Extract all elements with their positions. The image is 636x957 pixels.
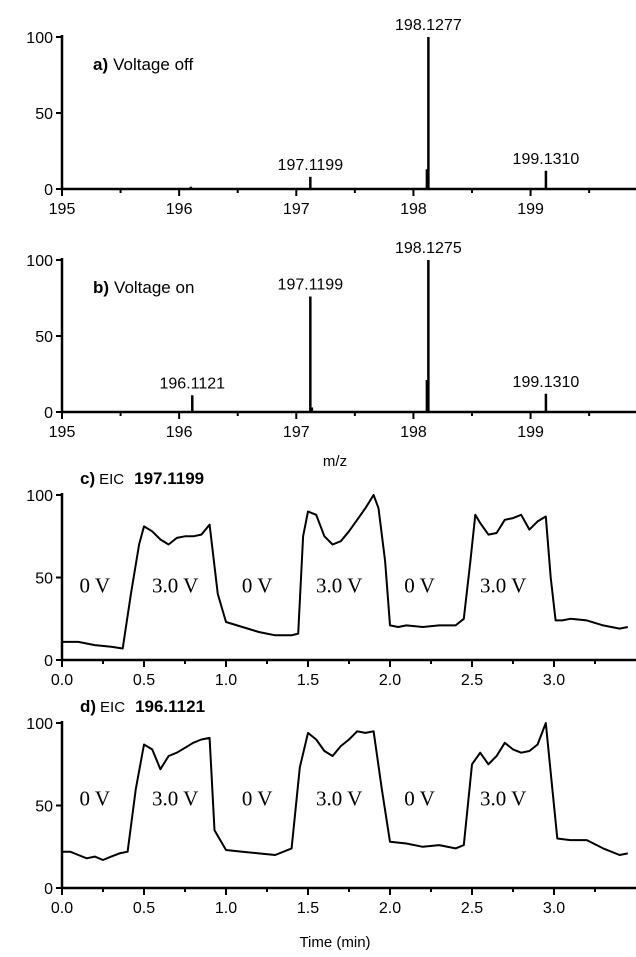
voltage-region-label: 0 V — [404, 573, 435, 597]
peak-label: 197.1199 — [278, 157, 344, 174]
peak-label: 197.1199 — [278, 276, 344, 293]
panel-title-prefix: EIC — [100, 699, 125, 716]
x-tick-label: 197 — [283, 201, 310, 218]
panel-title-b: b) Voltage on — [93, 278, 194, 297]
y-tick-label: 50 — [35, 106, 53, 123]
y-tick-label: 100 — [26, 253, 53, 270]
voltage-region-label: 3.0 V — [152, 573, 198, 597]
panel-title-prefix: EIC — [99, 471, 124, 488]
chart-panel-b: 0 50 100 195 196 197 198 199 m/z b) Voltage on 196.… — [26, 240, 636, 470]
peak-label: 196.1121 — [160, 375, 226, 392]
x-tick-label: 1.5 — [297, 900, 319, 917]
x-tick-label: 3.0 — [543, 900, 565, 917]
peak-label: 199.1310 — [513, 151, 580, 168]
eic-trace — [62, 722, 628, 861]
voltage-region-label: 3.0 V — [152, 787, 198, 811]
panel-letter: a) — [93, 55, 108, 74]
y-tick-label: 0 — [44, 653, 53, 670]
x-tick-label: 196 — [166, 424, 193, 441]
x-tick-label: 0.5 — [133, 900, 155, 917]
peak-label: 198.1275 — [395, 240, 462, 257]
x-tick-label: 0.0 — [51, 900, 73, 917]
panel-title-a: a) Voltage off — [93, 55, 193, 74]
x-tick-label: 198 — [400, 424, 427, 441]
panel-title-mass: 197.1199 — [134, 469, 204, 488]
chart-panel-a: 0 50 100 195 196 197 198 199 a) Voltage off 197.11… — [26, 17, 636, 218]
chart-panel-c: 0 50 100 0.0 0.5 1.0 1.5 2.0 2.5 3.0 c) EIC 197.1199… — [26, 469, 636, 689]
x-tick-label: 2.5 — [461, 672, 483, 689]
y-tick-label: 50 — [35, 799, 53, 816]
x-axis-title: m/z — [323, 453, 347, 470]
panel-letter: c) — [80, 469, 95, 488]
y-tick-label: 50 — [35, 571, 53, 588]
y-tick-label: 50 — [35, 329, 53, 346]
peak-label: 198.1277 — [395, 17, 462, 34]
voltage-region-label: 0 V — [242, 573, 273, 597]
y-tick-label: 100 — [26, 30, 53, 47]
voltage-region-label: 0 V — [80, 787, 111, 811]
panel-letter: d) — [80, 697, 96, 716]
x-tick-label: 1.0 — [215, 672, 237, 689]
x-tick-label: 2.0 — [379, 900, 401, 917]
voltage-region-label: 0 V — [404, 787, 435, 811]
x-tick-label: 2.0 — [379, 672, 401, 689]
voltage-region-label: 3.0 V — [316, 787, 362, 811]
panel-title-mass: 196.1121 — [135, 697, 205, 716]
x-tick-label: 199 — [517, 424, 544, 441]
x-tick-label: 1.0 — [215, 900, 237, 917]
eic-trace — [62, 494, 628, 650]
chart-panel-d: 0 50 100 0.0 0.5 1.0 1.5 2.0 2.5 3.0 Time (min) d) E… — [26, 697, 636, 951]
x-tick-label: 0.5 — [133, 672, 155, 689]
y-tick-label: 0 — [44, 405, 53, 422]
x-axis-title: Time (min) — [299, 934, 370, 951]
x-tick-label: 195 — [49, 424, 76, 441]
panel-title-text: Voltage off — [113, 55, 193, 74]
peak-label: 199.1310 — [513, 374, 580, 391]
panel-title-d: d) EIC 196.1121 — [80, 697, 205, 716]
voltage-region-label: 0 V — [242, 787, 273, 811]
y-tick-label: 0 — [44, 881, 53, 898]
x-tick-label: 196 — [166, 201, 193, 218]
x-tick-label: 2.5 — [461, 900, 483, 917]
voltage-region-label: 3.0 V — [480, 573, 526, 597]
x-tick-label: 3.0 — [543, 672, 565, 689]
panel-title-c: c) EIC 197.1199 — [80, 469, 204, 488]
voltage-region-label: 0 V — [80, 573, 111, 597]
x-tick-label: 199 — [517, 201, 544, 218]
voltage-region-label: 3.0 V — [480, 787, 526, 811]
x-tick-label: 197 — [283, 424, 310, 441]
voltage-region-label: 3.0 V — [316, 573, 362, 597]
x-tick-label: 0.0 — [51, 672, 73, 689]
x-tick-label: 195 — [49, 201, 76, 218]
y-tick-label: 0 — [44, 182, 53, 199]
x-tick-label: 1.5 — [297, 672, 319, 689]
panel-letter: b) — [93, 278, 109, 297]
panel-title-text: Voltage on — [114, 278, 194, 297]
y-tick-label: 100 — [26, 488, 53, 505]
y-tick-label: 100 — [26, 716, 53, 733]
x-tick-label: 198 — [400, 201, 427, 218]
